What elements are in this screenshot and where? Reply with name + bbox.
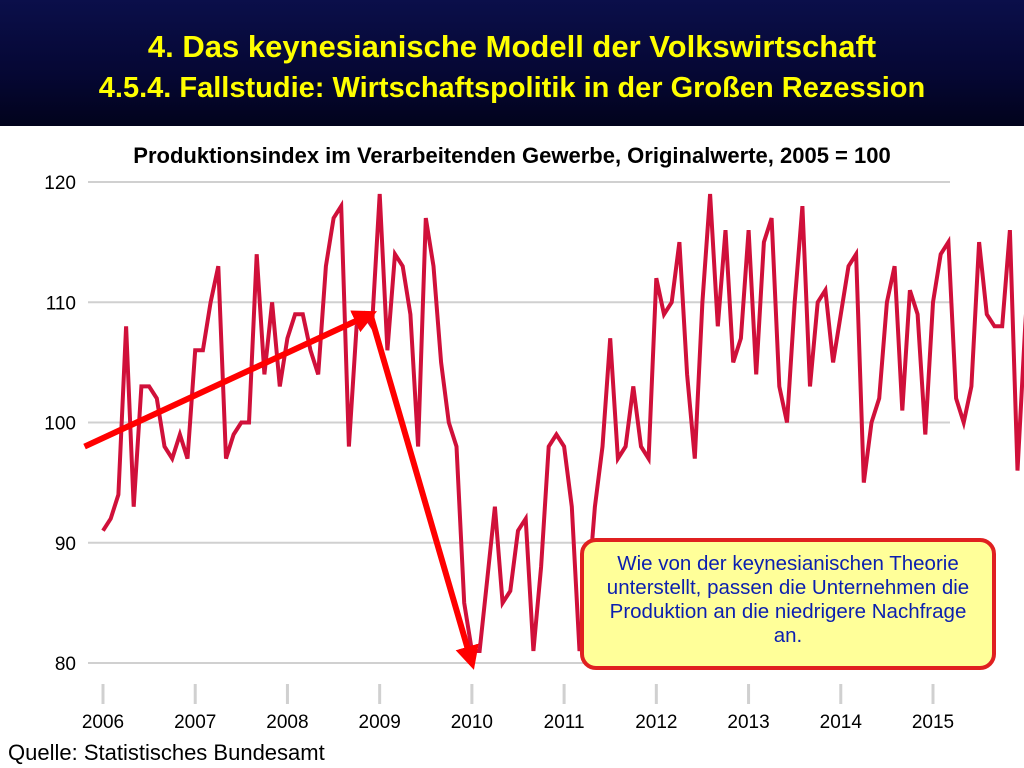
header-bar: 4. Das keynesianische Modell der Volkswi…	[0, 0, 1024, 126]
xtick-label-2014: 2014	[820, 712, 863, 733]
xtick-label-2009: 2009	[359, 712, 401, 733]
xtick-label-2008: 2008	[266, 712, 308, 733]
xtick-label-2012: 2012	[635, 712, 677, 733]
trend-arrow-0	[83, 310, 377, 450]
series-line-0	[101, 193, 1024, 653]
ytick-label-110: 110	[46, 293, 76, 314]
trend-arrow-1	[367, 313, 479, 670]
xtick-label-2006: 2006	[82, 712, 124, 733]
xtick-label-2011: 2011	[544, 712, 585, 733]
note-text: Wie von der keynesianischen Theorie unte…	[606, 552, 970, 647]
ytick-label-120: 120	[44, 173, 76, 194]
xtick-label-2015: 2015	[912, 712, 954, 733]
ytick-label-90: 90	[55, 534, 76, 555]
ytick-label-80: 80	[55, 654, 76, 675]
slide-subtitle: 4.5.4. Fallstudie: Wirtschaftspolitik in…	[98, 72, 926, 104]
xtick-label-2013: 2013	[727, 712, 769, 733]
xtick-label-2010: 2010	[451, 712, 493, 733]
chart-title: Produktionsindex im Verarbeitenden Gewer…	[133, 143, 891, 168]
xtick-label-2007: 2007	[174, 712, 216, 733]
source-label: Quelle: Statistisches Bundesamt	[8, 740, 325, 765]
ytick-label-100: 100	[44, 414, 76, 435]
keynesian-note-box: Wie von der keynesianischen Theorie unte…	[580, 538, 996, 670]
slide-title: 4. Das keynesianische Modell der Volkswi…	[147, 29, 877, 64]
